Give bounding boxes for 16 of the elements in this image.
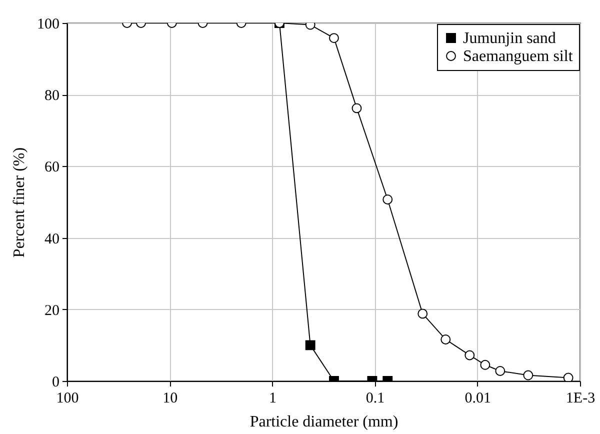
legend-label: Saemanguem silt	[463, 48, 574, 65]
y-tick-label: 100	[37, 16, 60, 32]
x-tick-label: 100	[56, 390, 79, 406]
y-tick-label: 60	[44, 160, 60, 176]
x-tick-label: 0.1	[366, 390, 385, 406]
x-axis-title: Particle diameter (mm)	[250, 414, 398, 430]
x-tick-label: 1	[268, 390, 276, 406]
y-tick-label: 20	[44, 302, 60, 319]
y-tick-label: 80	[44, 88, 60, 104]
y-tick-label: 40	[44, 231, 60, 248]
x-tick-label: 1E-3	[566, 390, 596, 406]
x-tick-label: 10	[162, 390, 178, 406]
legend-label: Jumunjin sand	[463, 30, 556, 47]
x-tick-label: 0.01	[464, 390, 492, 406]
y-tick-label: 0	[52, 374, 60, 390]
y-axis-title: Percent finer (%)	[11, 147, 28, 258]
